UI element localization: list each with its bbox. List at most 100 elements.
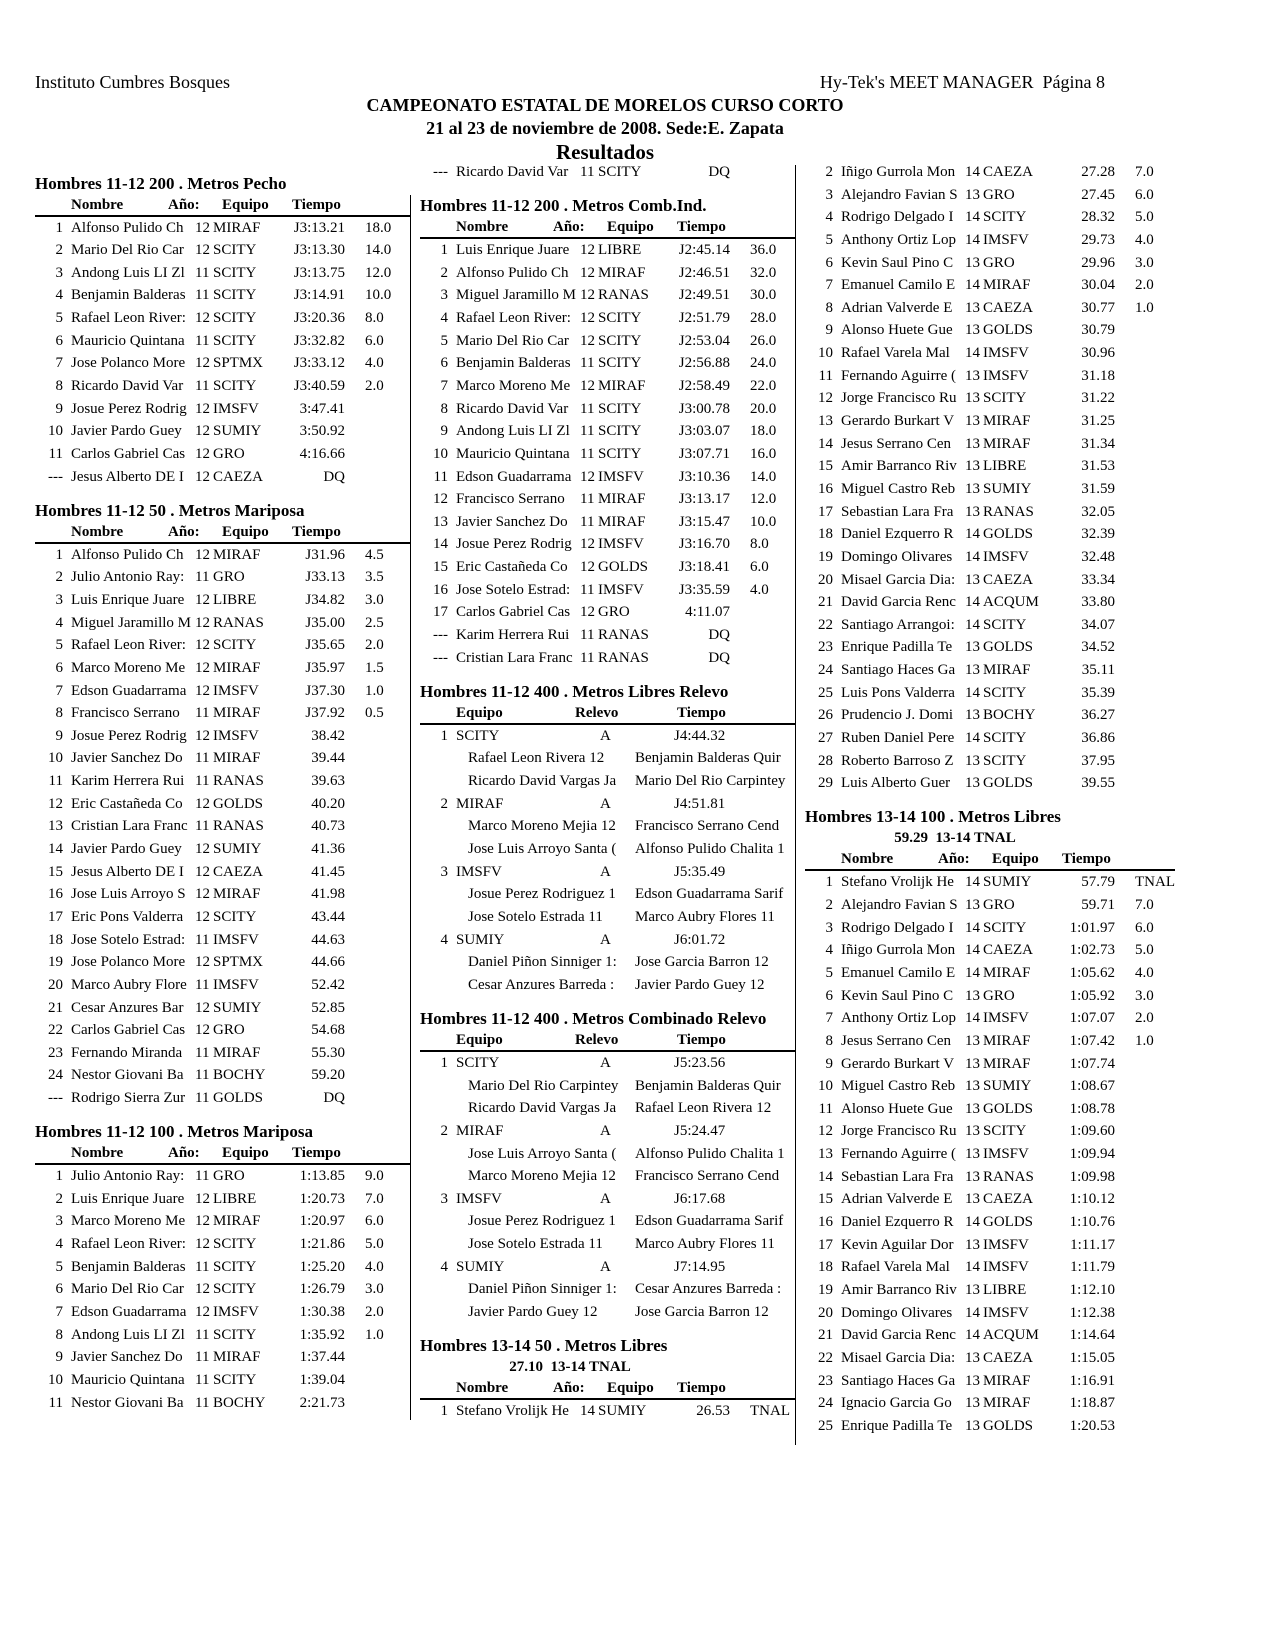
age: 14 xyxy=(965,919,980,936)
event-section: Hombres 13-14 100 . Metros Libres 59.29 1… xyxy=(805,806,1175,1437)
time: 27.28 xyxy=(1081,164,1115,180)
age: 12 xyxy=(195,727,210,744)
place: 19 xyxy=(48,954,63,971)
swimmer-name: Marco Moreno Me xyxy=(71,659,186,676)
team: GOLDS xyxy=(983,1100,1034,1117)
result-row: 6 Kevin Saul Pino C 13 GRO 1:05.92 3.0 xyxy=(805,985,1175,1008)
age: 14 xyxy=(965,526,980,543)
swimmer-name: Jorge Francisco Ru xyxy=(841,1123,957,1140)
relay-swimmers-row: Ricardo David Vargas Ja Mario Del Rio Car… xyxy=(420,770,795,793)
age: 14 xyxy=(965,1214,980,1231)
result-row: 17 Eric Pons Valderra 12 SCITY 43.44 xyxy=(35,906,410,929)
relay-swimmers-row: Mario Del Rio Carpintey Benjamin Balderas… xyxy=(420,1075,795,1098)
time: 44.63 xyxy=(311,931,345,948)
result-row: 13 Fernando Aguirre (13 IMSFV 1:09.94 xyxy=(805,1143,1175,1166)
time: 31.34 xyxy=(1081,435,1115,452)
points: 16.0 xyxy=(750,445,777,462)
swimmer-name: Alfonso Pulido Chalita 1 xyxy=(635,1145,785,1162)
age: 11 xyxy=(195,1168,210,1185)
time: J3:00.78 xyxy=(678,400,730,417)
time: 3:50.92 xyxy=(299,423,345,440)
points: 4.0 xyxy=(1135,231,1154,248)
age: 11 xyxy=(195,1394,210,1411)
points: 1.0 xyxy=(1135,299,1154,316)
age: 14 xyxy=(965,874,980,891)
time: 54.68 xyxy=(311,1022,345,1039)
team: MIRAF xyxy=(213,659,261,676)
swimmer-name: Eric Pons Valderra xyxy=(71,908,184,925)
place: 13 xyxy=(818,1146,833,1163)
time: 40.20 xyxy=(311,795,345,812)
result-row: 17 Carlos Gabriel Cas 12 GRO 4:11.07 xyxy=(420,601,795,624)
time: 1:10.76 xyxy=(1069,1214,1115,1231)
result-row: 18 Jose Sotelo Estrad: 11 IMSFV 44.63 xyxy=(35,929,410,952)
place: 1 xyxy=(55,546,64,563)
swimmer-name: Andong Luis LI Zl xyxy=(456,423,570,440)
points: 12.0 xyxy=(750,491,777,508)
result-row: 21 David Garcia Renc 14 ACQUM 33.80 xyxy=(805,591,1175,614)
header-equipo: Equipo xyxy=(992,851,1039,868)
swimmer-name: Benjamin Balderas xyxy=(71,287,186,304)
time: J6:17.68 xyxy=(674,1190,726,1207)
team: RANAS xyxy=(983,503,1034,520)
column-header: Nombre Año: Equipo Tiempo xyxy=(805,849,1175,872)
team: GRO xyxy=(213,445,245,462)
swimmer-name: Javier Pardo Guey 12 xyxy=(635,976,765,993)
result-row: 14 Javier Pardo Guey 12 SUMIY 41.36 xyxy=(35,838,410,861)
result-row: --- Karim Herrera Rui 11 RANAS DQ xyxy=(420,624,795,647)
age: 11 xyxy=(580,627,595,644)
place: 15 xyxy=(433,559,448,576)
age: 14 xyxy=(965,594,980,611)
swimmer-name: Marco Moreno Mejia 12 xyxy=(468,1168,616,1185)
swimmer-name: Jesus Serrano Cen xyxy=(841,435,951,452)
place: 14 xyxy=(48,841,63,858)
points: 14.0 xyxy=(750,468,777,485)
relay-swimmers-row: Cesar Anzures Barreda : Javier Pardo Guey… xyxy=(420,974,795,997)
team: SUMIY xyxy=(983,1078,1032,1095)
team: SUMIY xyxy=(598,1403,647,1420)
result-row: 25 Luis Pons Valderra 14 SCITY 35.39 xyxy=(805,682,1175,705)
relay-letter: A xyxy=(600,931,611,948)
time: 1:07.07 xyxy=(1069,1010,1115,1027)
place: 10 xyxy=(48,1371,63,1388)
swimmer-name: Jose Garcia Barron 12 xyxy=(635,954,769,971)
place: 9 xyxy=(825,1055,834,1072)
points: 8.0 xyxy=(750,536,769,553)
time: J5:24.47 xyxy=(674,1122,726,1139)
result-row: 29 Luis Alberto Guer 13 GOLDS 39.55 xyxy=(805,772,1175,795)
points: TNAL xyxy=(750,1403,790,1420)
time: J2:49.51 xyxy=(678,287,730,304)
result-row: 12 Francisco Serrano 11 MIRAF J3:13.17 12.0 xyxy=(420,488,795,511)
team: SCITY xyxy=(456,727,500,744)
team: IMSFV xyxy=(213,931,259,948)
points: 28.0 xyxy=(750,310,777,327)
swimmer-name: Rodrigo Delgado I xyxy=(841,919,954,936)
swimmer-name: Mario Del Rio Car xyxy=(456,332,569,349)
swimmer-name: Jose Sotelo Estrad: xyxy=(456,581,571,598)
age: 13 xyxy=(965,367,980,384)
result-row: 11 Nestor Giovani Ba 11 BOCHY 2:21.73 xyxy=(35,1392,410,1415)
team: GRO xyxy=(983,254,1015,271)
result-row: 11 Alonso Huete Gue 13 GOLDS 1:08.78 xyxy=(805,1098,1175,1121)
team: SCITY xyxy=(598,310,642,327)
age: 12 xyxy=(195,1304,210,1321)
age: 11 xyxy=(580,400,595,417)
swimmer-name: Javier Sanchez Do xyxy=(71,1349,183,1366)
result-row: 9 Gerardo Burkart V 13 MIRAF 1:07.74 xyxy=(805,1053,1175,1076)
place: 25 xyxy=(818,1417,833,1434)
swimmer-name: Miguel Jaramillo M xyxy=(456,287,576,304)
team: MIRAF xyxy=(213,546,261,563)
swimmer-name: Gerardo Burkart V xyxy=(841,413,955,430)
team: SCITY xyxy=(213,332,257,349)
team: GOLDS xyxy=(598,559,649,576)
age: 11 xyxy=(580,164,595,180)
place: 4 xyxy=(55,287,64,304)
event-section: Hombres 11-12 400 . Metros Libres Relevo… xyxy=(420,681,795,997)
points: 30.0 xyxy=(750,287,777,304)
team: SCITY xyxy=(983,919,1027,936)
team: IMSFV xyxy=(213,727,259,744)
team: SCITY xyxy=(213,1258,257,1275)
points: 12.0 xyxy=(365,264,392,281)
swimmer-name: Andong Luis LI Zl xyxy=(71,1326,185,1343)
result-row: 5 Anthony Ortiz Lop 14 IMSFV 29.73 4.0 xyxy=(805,229,1175,252)
